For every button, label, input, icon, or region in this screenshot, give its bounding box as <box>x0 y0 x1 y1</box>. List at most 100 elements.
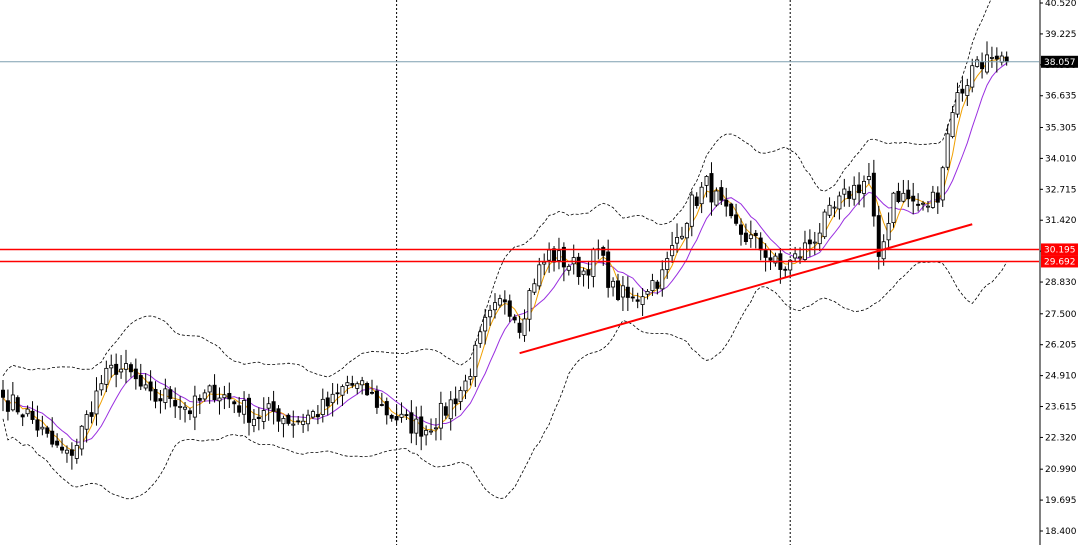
candle-body-bull <box>251 418 256 427</box>
candle-body-bear <box>379 404 384 406</box>
candle <box>69 442 74 470</box>
candle <box>512 314 517 324</box>
candle <box>611 277 616 297</box>
candle <box>739 218 744 246</box>
candle-body-bear <box>89 412 94 417</box>
candle <box>802 230 807 261</box>
candle <box>999 51 1004 66</box>
candle-body-bear <box>586 269 591 276</box>
candle <box>40 415 45 436</box>
candle-body-bull <box>812 241 817 244</box>
candle-body-bull <box>822 211 827 238</box>
candle <box>187 407 192 421</box>
ascending-trendline[interactable] <box>519 223 973 355</box>
candle-body-bull <box>463 380 468 392</box>
candle <box>266 396 271 421</box>
candle <box>50 417 55 448</box>
candle-body-bull <box>360 380 365 386</box>
candle <box>325 391 330 416</box>
candle <box>453 386 458 417</box>
y-tick-label: 24.910 <box>1045 372 1077 382</box>
candle <box>414 406 419 446</box>
candle <box>950 106 955 139</box>
candle <box>153 381 158 409</box>
candle <box>492 293 497 319</box>
candle-body-bear <box>384 401 389 416</box>
candle-body-bull <box>699 186 704 205</box>
candle-body-bull <box>537 264 542 287</box>
candle <box>985 41 990 75</box>
candle <box>320 388 325 423</box>
candle-body-bear <box>45 427 50 434</box>
candle-body-bull <box>989 57 994 59</box>
candle-body-bull <box>429 430 434 433</box>
candle-body-bear <box>20 414 25 418</box>
candle-body-bull <box>207 385 212 393</box>
candle-body-bear <box>256 416 261 419</box>
bollinger-upper-band <box>2 0 992 378</box>
candle <box>925 200 930 213</box>
candle-body-bear <box>50 430 55 445</box>
horizontal-levels <box>0 61 1039 263</box>
candle <box>940 165 945 207</box>
candle-body-bull <box>955 92 960 115</box>
candle <box>64 445 69 463</box>
candle-body-bear <box>768 257 773 261</box>
candle-body-bull <box>788 259 793 271</box>
candle-body-bear <box>502 299 507 303</box>
candle-body-bull <box>940 167 945 201</box>
candle <box>699 181 704 214</box>
candle <box>355 381 360 395</box>
y-tick-label: 22.320 <box>1045 433 1077 443</box>
candle <box>384 397 389 425</box>
candle-body-bear <box>783 268 788 271</box>
candle <box>124 349 129 384</box>
candle-body-bull <box>266 403 271 409</box>
candle-body-bull <box>99 383 104 391</box>
trendline <box>519 223 973 355</box>
candle-body-bear <box>374 390 379 408</box>
candle-body-bull <box>104 367 109 385</box>
candle <box>906 180 911 208</box>
candle-body-bull <box>620 285 625 298</box>
candle-body-bull <box>684 223 689 239</box>
candle-body-bear <box>911 195 916 202</box>
candle-body-bear <box>896 190 901 203</box>
candle <box>148 370 153 401</box>
candle <box>20 413 25 427</box>
candle-body-bear <box>15 397 20 413</box>
candle-body-bear <box>168 389 173 399</box>
candle-body-bear <box>212 384 217 401</box>
candle-body-bull <box>414 418 419 434</box>
candle <box>817 223 822 252</box>
candle-body-bull <box>483 316 488 332</box>
candle <box>173 387 178 418</box>
candle-body-bear <box>148 381 153 392</box>
candle <box>635 292 640 309</box>
candle <box>15 395 20 415</box>
candle <box>301 413 306 433</box>
candle <box>566 263 571 276</box>
candle-body-bear <box>694 196 699 206</box>
candle-body-bull <box>310 411 315 418</box>
candle <box>197 394 202 415</box>
candle-body-bear <box>871 172 876 217</box>
candle <box>409 400 414 444</box>
candle-body-bull <box>330 393 335 404</box>
candle-body-bull <box>64 449 69 454</box>
candle-body-bear <box>994 55 999 60</box>
candle-body-bear <box>916 203 921 206</box>
candle-body-bear <box>960 88 965 94</box>
candle-body-bull <box>40 426 45 430</box>
candle-body-bear <box>719 187 724 201</box>
candle-body-bull <box>901 192 906 202</box>
level-price-label-bg <box>1041 243 1078 256</box>
candle-body-bull <box>124 363 129 370</box>
candle <box>714 187 719 207</box>
candle-body-bull <box>261 410 266 422</box>
candle <box>606 239 611 298</box>
candle <box>246 393 251 436</box>
candle-body-bull <box>183 406 188 410</box>
candle-body-bear <box>847 190 852 199</box>
